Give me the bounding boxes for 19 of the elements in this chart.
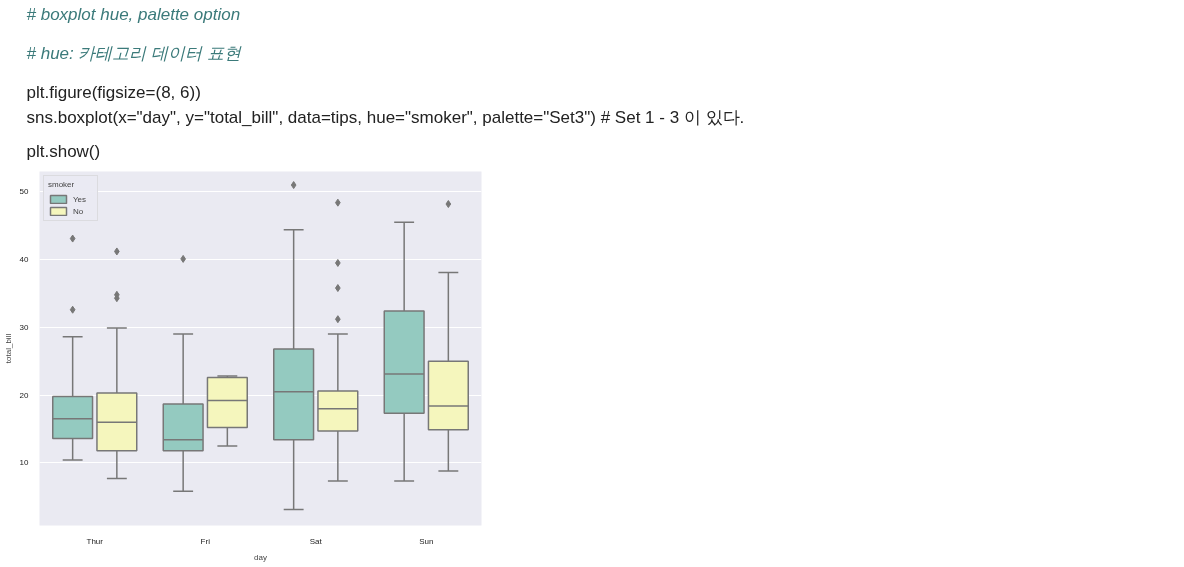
x-tick-label: Sun [419,536,434,546]
x-tick-label: Thur [86,536,104,546]
y-tick-label: 10 [19,458,30,468]
y-tick-label: 40 [19,255,30,265]
y-tick-label: 30 [19,322,30,332]
x-tick-label: Sat [309,536,323,546]
y-axis-title: total_bill [3,333,13,364]
text: plt.show() [26,141,101,161]
y-tick-label: 50 [19,187,30,197]
text: sns.boxplot(x="day", y="total_bill", data=tips, hue="smoker", palette="Set3") # Set 1 - 3 이 있다. [26,107,745,127]
y-tick-label: 20 [19,390,30,400]
legend-title: smoker [48,180,76,189]
x-axis-title: day [254,552,267,562]
x-tick-label: Fri [200,536,211,546]
legend-label: Yes [73,194,88,204]
text: plt.figure(figsize=(8, 6)) [26,82,201,102]
legend-label: No [73,206,85,216]
text: # hue: 카테고리 데이터 표현 [26,43,242,63]
text: # boxplot hue, palette option [26,4,241,24]
